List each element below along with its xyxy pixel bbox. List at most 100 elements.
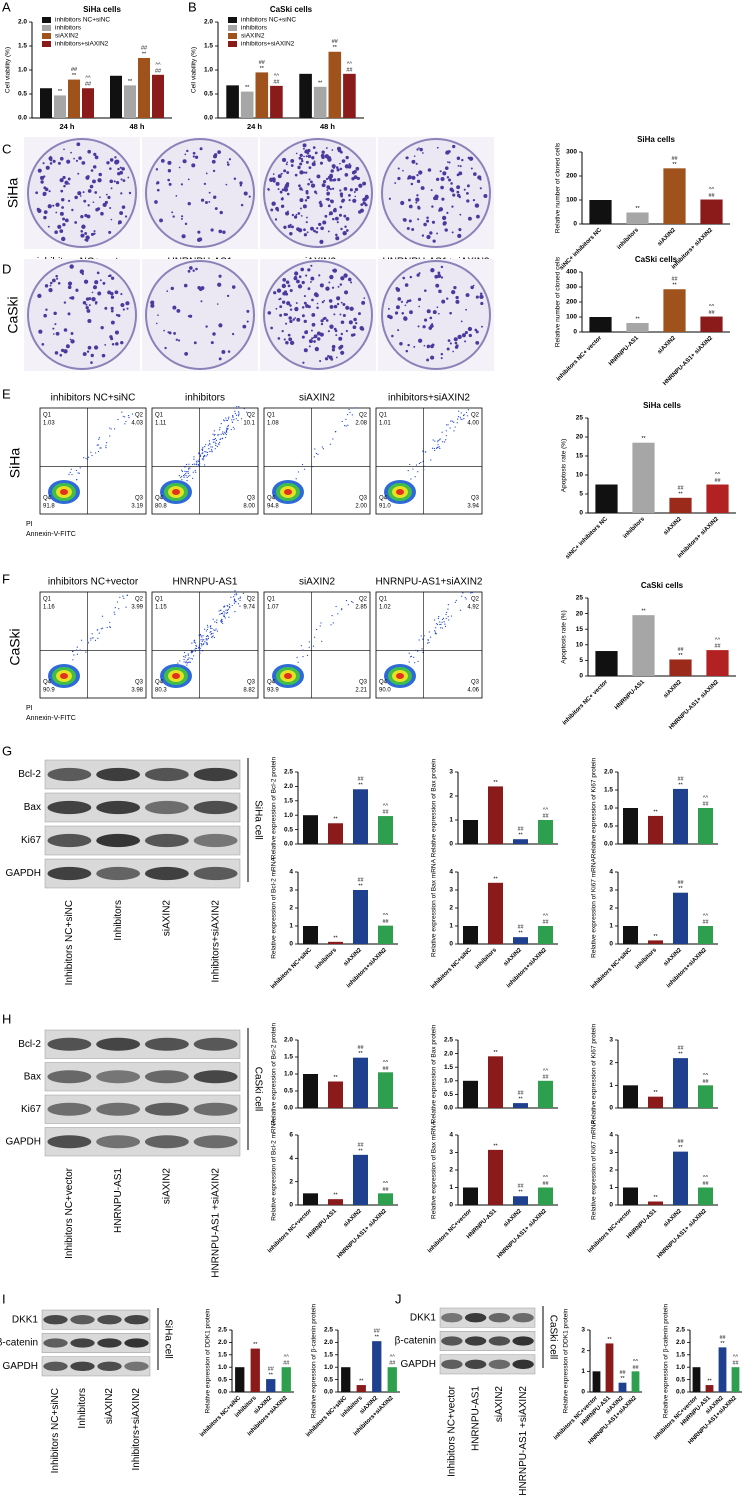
band-label: β-catenin [395, 1336, 436, 1347]
blot-band [124, 1338, 149, 1348]
colony-dot [63, 328, 68, 332]
event-dot [233, 419, 235, 421]
event-dot [311, 466, 313, 468]
colony-dot [345, 155, 349, 160]
event-dot [214, 448, 216, 450]
significance: ** [375, 1335, 380, 1341]
colony-dot [167, 178, 171, 182]
colony-dot [74, 221, 78, 224]
event-dot [198, 452, 200, 454]
y-tick-label: 1.5 [284, 798, 293, 805]
colony-dot [113, 180, 116, 183]
colony-dot [403, 218, 407, 222]
y-tick-label: 1.0 [218, 1364, 227, 1371]
colony-dot [160, 159, 165, 163]
significance: ## [517, 827, 524, 833]
legend-swatch [228, 33, 237, 39]
significance: ## [542, 919, 549, 925]
colony-dot [437, 312, 440, 315]
blot-band [47, 1135, 92, 1149]
event-dot [418, 462, 421, 465]
colony-dot [69, 264, 74, 269]
bar [240, 91, 254, 118]
quadrant-name: Q3 [135, 496, 144, 502]
colony-dot [461, 333, 467, 338]
colony-dot [358, 210, 362, 214]
colony-dot [330, 357, 334, 361]
bar [303, 926, 318, 944]
colony-dot [361, 300, 366, 305]
colony-dot [354, 187, 359, 192]
event-dot [235, 414, 238, 416]
colony-dot [426, 309, 431, 314]
event-dot [128, 417, 130, 419]
significance: ^^ [284, 1355, 290, 1361]
blot-band [70, 1338, 95, 1348]
colony-dot [184, 222, 188, 226]
colony-dot [186, 149, 189, 153]
cell-label: SiHa cell [162, 1319, 173, 1358]
event-dot [410, 478, 412, 480]
significance: ## [677, 880, 684, 886]
colony-dot [86, 350, 90, 353]
x-tick-label: siNC+ inhibitors NC [559, 227, 604, 272]
colony-dot [319, 161, 324, 165]
colony-dot [438, 289, 442, 294]
colony-dot [63, 184, 66, 188]
colony-dot [449, 311, 452, 315]
colony-dot [216, 303, 219, 305]
density-blob [60, 673, 68, 679]
colony-dot [303, 155, 305, 158]
colony-dot [218, 274, 222, 278]
colony-dot [289, 288, 293, 293]
colony-dot [183, 283, 188, 288]
colony-dot [94, 280, 99, 285]
y-tick-label: 2.5 [284, 769, 293, 776]
bar [488, 786, 503, 844]
colony-dot [402, 169, 404, 172]
event-dot [188, 468, 190, 470]
colony-dot [222, 230, 226, 234]
y-axis-label: Cell viability (%) [5, 47, 12, 93]
colony-dot [331, 187, 335, 190]
colony-dot [456, 173, 460, 177]
density-blob [172, 673, 180, 679]
event-dot [187, 470, 189, 473]
event-dot [238, 413, 240, 416]
colony-dot [413, 345, 416, 348]
event-dot [443, 621, 445, 623]
significance: ^^ [155, 62, 161, 68]
colony-dot [327, 230, 330, 233]
significance: ** [678, 1052, 683, 1058]
lane-label: siAXIN2 [494, 1386, 505, 1423]
colony-dot [345, 229, 349, 232]
colony-dot [356, 176, 360, 181]
event-dot [314, 448, 316, 450]
colony-dot [336, 168, 340, 172]
lane-label: Inhibitors NC+siNC [50, 1388, 61, 1473]
bar [513, 1103, 528, 1108]
event-dot [410, 656, 412, 658]
y-tick-label: 100 [566, 314, 577, 321]
density-blob [396, 673, 404, 679]
colony-dot [401, 311, 405, 315]
event-dot [77, 472, 79, 474]
y-tick-label: 2.5 [324, 1327, 333, 1334]
y-tick-label: 0.0 [284, 841, 293, 848]
colony-dot [277, 337, 281, 340]
y-tick-label: 3 [449, 887, 453, 894]
y-tick-label: 2 [609, 1167, 613, 1174]
quadrant-name: Q4 [155, 496, 164, 502]
event-dot [464, 596, 466, 599]
event-dot [300, 645, 302, 647]
event-dot [194, 639, 196, 641]
event-dot [437, 441, 439, 443]
event-dot [199, 652, 201, 654]
event-dot [184, 474, 186, 476]
event-dot [186, 662, 188, 664]
colony-dot [441, 299, 446, 304]
colony-dot [325, 147, 328, 149]
colony-dot [340, 150, 343, 154]
event-dot [233, 428, 235, 430]
bar [698, 1187, 713, 1205]
